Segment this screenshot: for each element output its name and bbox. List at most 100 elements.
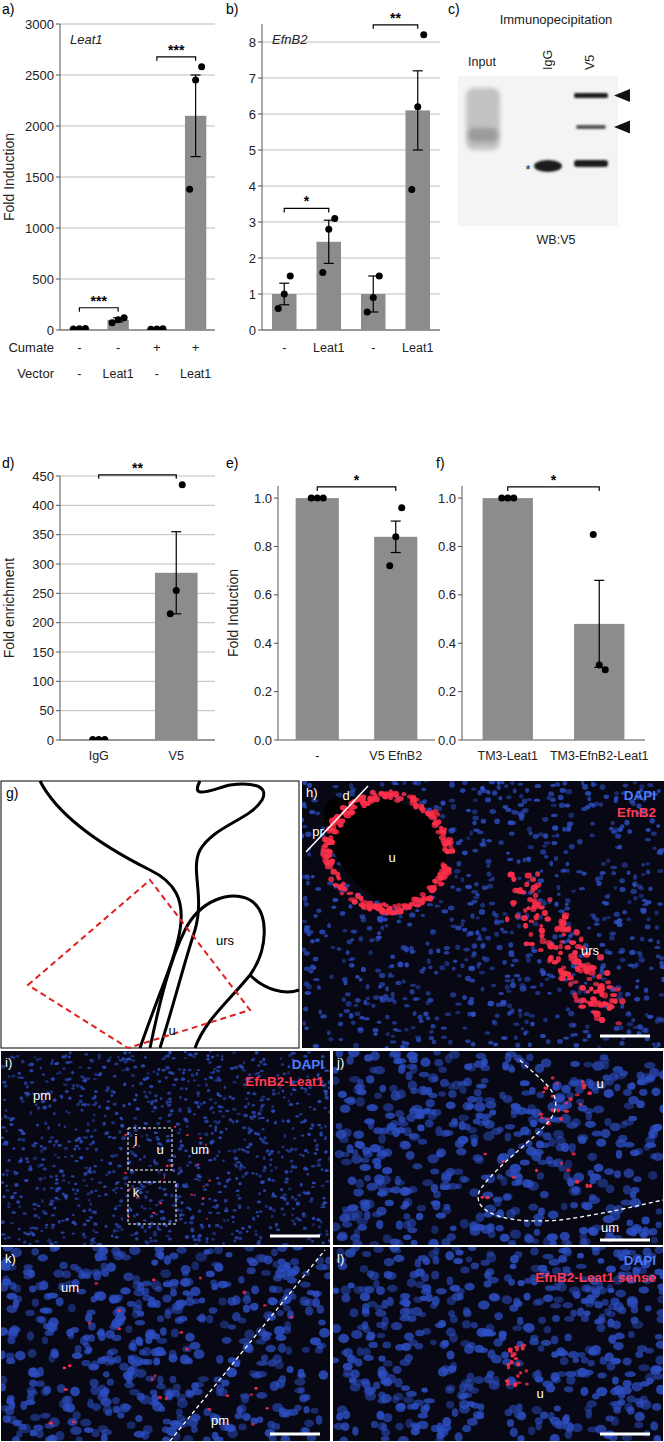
nucleus (308, 1133, 311, 1136)
nucleus (528, 1043, 532, 1048)
nucleus (597, 1046, 601, 1048)
signal (440, 831, 446, 836)
nucleus (317, 985, 321, 989)
nucleus (327, 1030, 331, 1035)
nucleus (416, 1037, 421, 1042)
label: 0.8 (254, 539, 272, 554)
nucleus (316, 909, 321, 914)
label: 500 (32, 272, 54, 287)
nucleus (55, 1182, 59, 1185)
image-content (1, 1051, 330, 1245)
nucleus (200, 1224, 204, 1227)
nucleus (348, 904, 352, 908)
tick (274, 691, 278, 692)
nucleus (307, 1133, 310, 1136)
nucleus (264, 1136, 267, 1139)
nucleus (601, 862, 606, 866)
nucleus (94, 1101, 97, 1104)
label: d (342, 788, 349, 803)
signal (573, 950, 578, 955)
signal (528, 932, 533, 937)
nucleus (302, 920, 307, 923)
nucleus (434, 971, 438, 975)
label: 0.6 (254, 587, 272, 602)
nucleus (627, 1022, 633, 1026)
nucleus (266, 1119, 269, 1122)
nucleus (564, 850, 569, 854)
nucleus (462, 850, 468, 855)
nucleus (342, 977, 348, 982)
nucleus (359, 978, 363, 982)
signal (393, 791, 399, 798)
signal (341, 882, 346, 886)
signal (505, 916, 509, 922)
nucleus (106, 1106, 110, 1110)
nucleus (117, 1164, 122, 1167)
nucleus (482, 956, 486, 961)
nucleus (131, 1074, 135, 1078)
nucleus (604, 895, 610, 899)
nucleus (421, 787, 426, 791)
nucleus (507, 1003, 513, 1008)
nucleus (359, 1016, 365, 1019)
nucleus (468, 1000, 474, 1006)
nucleus (477, 962, 481, 966)
nucleus (618, 844, 622, 849)
nucleus (391, 992, 395, 998)
nucleus (471, 954, 476, 958)
nucleus (71, 1071, 74, 1074)
nucleus (564, 803, 570, 807)
signal (348, 897, 355, 902)
nucleus (489, 902, 495, 906)
error-bar (599, 580, 600, 667)
nucleus (614, 912, 620, 917)
data-point (314, 495, 321, 502)
tick (258, 78, 262, 79)
nucleus (626, 1012, 632, 1017)
nucleus (259, 1210, 263, 1212)
nucleus (540, 869, 544, 872)
signal (338, 821, 343, 827)
nucleus (579, 887, 585, 890)
nucleus (112, 1189, 115, 1192)
nucleus (277, 1151, 280, 1155)
nucleus (659, 993, 664, 996)
label: Fold Induction (225, 569, 241, 657)
nucleus (432, 1040, 437, 1044)
nucleus (62, 1055, 67, 1058)
nucleus (413, 998, 418, 1001)
nucleus (568, 1011, 574, 1017)
nucleus (551, 804, 557, 808)
nucleus (342, 959, 346, 963)
label: u (168, 1023, 175, 1038)
nucleus (324, 934, 328, 937)
signal (328, 863, 334, 867)
y-axis (278, 486, 279, 740)
nucleus (498, 840, 503, 845)
tick (56, 24, 60, 25)
nucleus (646, 917, 650, 921)
nucleus (487, 871, 492, 876)
label: 150 (32, 645, 54, 660)
error-cap (324, 263, 334, 264)
nucleus (489, 781, 496, 784)
nucleus (377, 917, 383, 923)
signal (374, 903, 379, 908)
nucleus (377, 931, 381, 935)
nucleus (139, 1158, 142, 1161)
signal (507, 871, 514, 877)
nucleus (526, 957, 531, 962)
nucleus (485, 797, 491, 802)
nucleus (587, 926, 591, 929)
nucleus (246, 1230, 249, 1233)
nucleus (24, 1179, 28, 1182)
nucleus (632, 882, 636, 887)
label: 100 (32, 674, 54, 689)
nucleus (327, 923, 331, 928)
nucleus (581, 781, 585, 785)
nucleus (557, 1039, 563, 1044)
nucleus (325, 1180, 329, 1183)
nucleus (576, 870, 583, 873)
nucleus (105, 1173, 109, 1176)
nucleus (331, 946, 336, 949)
